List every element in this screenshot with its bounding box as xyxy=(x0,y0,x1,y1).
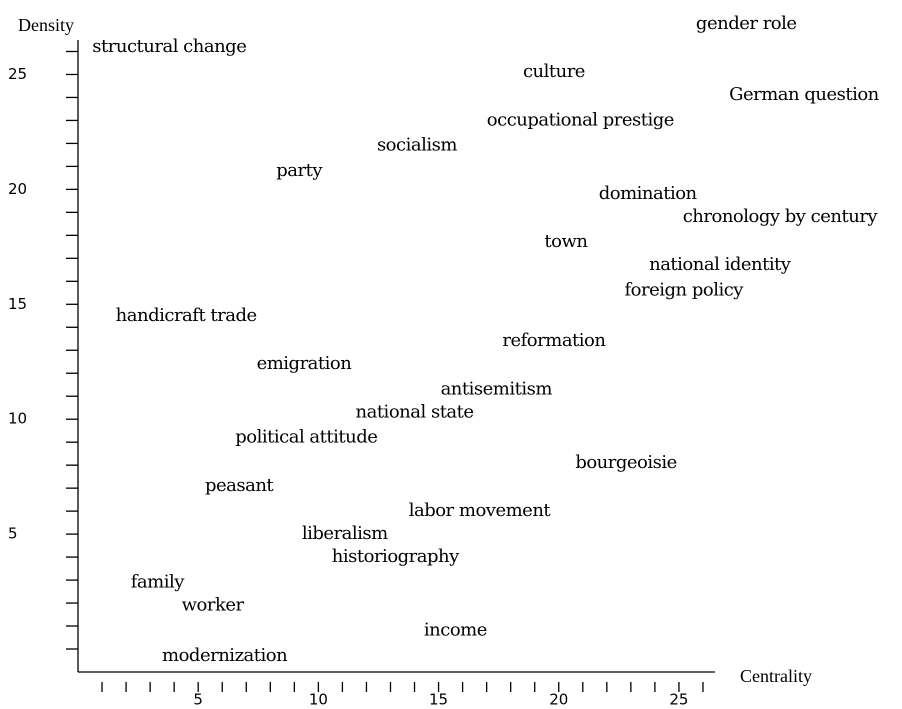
word-point: reformation xyxy=(502,330,606,351)
y-tick-label: 5 xyxy=(8,525,18,543)
word-point: modernization xyxy=(162,645,288,666)
word-point: domination xyxy=(599,183,698,204)
word-point: peasant xyxy=(205,475,274,496)
word-point: liberalism xyxy=(302,523,388,544)
x-tick-label: 15 xyxy=(429,691,448,709)
word-point: labor movement xyxy=(409,500,552,521)
x-tick-label: 25 xyxy=(669,691,688,709)
word-point: chronology by century xyxy=(683,206,879,227)
word-point: family xyxy=(131,571,185,592)
word-point: income xyxy=(424,620,487,641)
word-point: foreign policy xyxy=(625,280,745,301)
word-point: antisemitism xyxy=(441,378,553,399)
word-point: bourgeoisie xyxy=(575,452,676,473)
word-point: town xyxy=(544,231,588,252)
word-point: culture xyxy=(523,61,585,82)
word-point: socialism xyxy=(377,135,457,156)
word-point: worker xyxy=(182,594,245,615)
x-tick-label: 20 xyxy=(549,691,568,709)
x-tick-label: 5 xyxy=(193,691,203,709)
x-tick-label: 10 xyxy=(309,691,328,709)
y-tick-label: 25 xyxy=(8,65,27,83)
word-point: national identity xyxy=(649,254,792,275)
y-axis-label: Density xyxy=(18,15,74,35)
word-point: occupational prestige xyxy=(487,109,674,130)
y-tick-label: 10 xyxy=(8,410,27,428)
word-point: emigration xyxy=(257,353,353,374)
word-point: gender role xyxy=(696,13,797,34)
word-point: German question xyxy=(729,84,880,105)
word-point: historiography xyxy=(332,546,460,567)
y-tick-label: 20 xyxy=(8,180,27,198)
word-point: national state xyxy=(356,401,474,422)
word-point: handicraft trade xyxy=(116,305,257,326)
word-point: structural change xyxy=(92,36,246,57)
word-point: political attitude xyxy=(235,427,377,448)
y-tick-label: 15 xyxy=(8,295,27,313)
word-point: party xyxy=(276,160,323,181)
x-axis-label: Centrality xyxy=(740,666,812,686)
